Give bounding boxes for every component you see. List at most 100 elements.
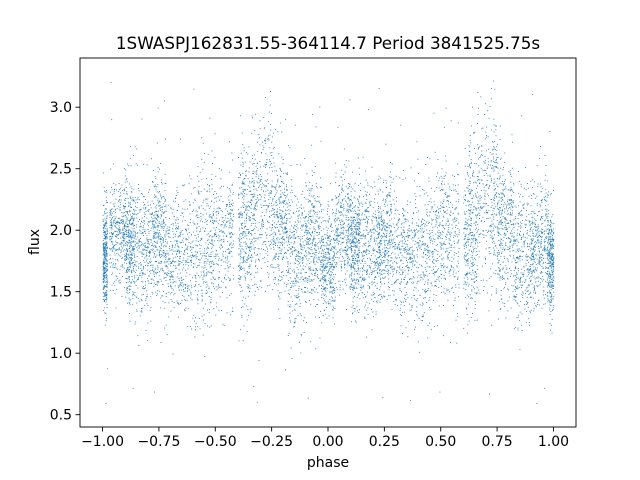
data-point: [217, 287, 219, 289]
data-point: [186, 299, 188, 301]
data-point: [336, 257, 338, 258]
data-point: [106, 246, 108, 248]
data-point: [167, 260, 169, 262]
data-point: [229, 244, 231, 246]
data-point: [335, 162, 337, 164]
data-point: [116, 276, 118, 278]
data-point: [126, 282, 127, 284]
data-point: [321, 240, 322, 242]
data-point: [206, 269, 207, 271]
data-point: [117, 260, 119, 262]
data-point: [181, 239, 183, 241]
data-point: [191, 261, 192, 263]
data-point: [359, 204, 361, 206]
data-point: [275, 233, 277, 235]
data-point: [292, 246, 294, 248]
data-point: [151, 158, 152, 160]
data-point: [102, 247, 104, 249]
data-point: [204, 266, 206, 268]
data-point: [285, 256, 287, 258]
data-point: [274, 129, 276, 131]
data-point: [240, 192, 242, 194]
data-point: [230, 209, 232, 210]
data-point: [173, 281, 175, 282]
data-point: [248, 258, 249, 260]
data-point: [280, 203, 282, 205]
data-point: [248, 268, 250, 269]
data-point: [254, 208, 256, 210]
data-point: [285, 227, 287, 229]
data-point: [239, 258, 241, 260]
data-point: [206, 178, 207, 180]
data-point: [296, 229, 298, 231]
data-point: [319, 205, 321, 207]
data-point: [177, 303, 179, 305]
data-point: [105, 274, 107, 276]
data-point: [232, 159, 233, 161]
data-point: [322, 220, 324, 222]
data-point: [299, 261, 301, 263]
data-point: [310, 261, 312, 263]
data-point: [304, 225, 306, 227]
data-point: [165, 245, 167, 247]
data-point: [152, 228, 154, 230]
data-point: [269, 134, 271, 136]
data-point: [286, 231, 288, 233]
data-point: [133, 228, 135, 229]
data-point: [126, 270, 128, 272]
data-point: [115, 259, 117, 261]
data-point: [115, 236, 117, 238]
data-point: [139, 241, 140, 243]
data-point: [285, 173, 287, 175]
data-point: [238, 209, 240, 210]
data-point: [182, 260, 184, 262]
data-point: [316, 234, 318, 236]
data-point: [196, 244, 198, 246]
data-point: [196, 227, 198, 229]
data-point: [343, 148, 345, 150]
data-point: [283, 182, 285, 184]
data-point: [218, 206, 220, 208]
data-point: [206, 281, 208, 283]
data-point: [104, 244, 106, 246]
data-point: [218, 309, 220, 311]
data-point: [323, 289, 324, 291]
data-point: [255, 188, 257, 190]
data-point: [264, 243, 266, 245]
data-point: [326, 263, 328, 265]
data-point: [281, 227, 283, 229]
data-point: [240, 232, 242, 234]
data-point: [210, 271, 212, 273]
data-point: [178, 260, 180, 262]
data-point: [260, 279, 262, 281]
data-point: [332, 309, 334, 311]
data-point: [115, 248, 117, 250]
data-point: [188, 232, 190, 233]
data-point: [150, 249, 152, 250]
data-point: [244, 272, 246, 274]
data-point: [152, 235, 154, 237]
data-point: [204, 253, 206, 255]
data-point: [290, 199, 292, 201]
data-point: [239, 270, 240, 272]
data-point: [104, 225, 105, 227]
data-point: [162, 300, 164, 302]
data-point: [206, 272, 208, 274]
data-point: [329, 183, 331, 185]
data-point: [250, 217, 251, 218]
data-point: [125, 296, 127, 298]
data-point: [142, 196, 144, 198]
data-point: [183, 290, 185, 292]
data-point: [127, 211, 129, 213]
data-point: [342, 200, 344, 202]
data-point: [313, 237, 315, 239]
data-point: [137, 231, 139, 233]
data-point: [158, 220, 160, 222]
data-point: [253, 194, 255, 195]
data-point: [334, 283, 336, 284]
data-point: [333, 254, 335, 256]
data-point: [336, 288, 338, 290]
data-point: [332, 230, 334, 232]
data-point: [213, 269, 214, 271]
data-point: [262, 205, 264, 207]
